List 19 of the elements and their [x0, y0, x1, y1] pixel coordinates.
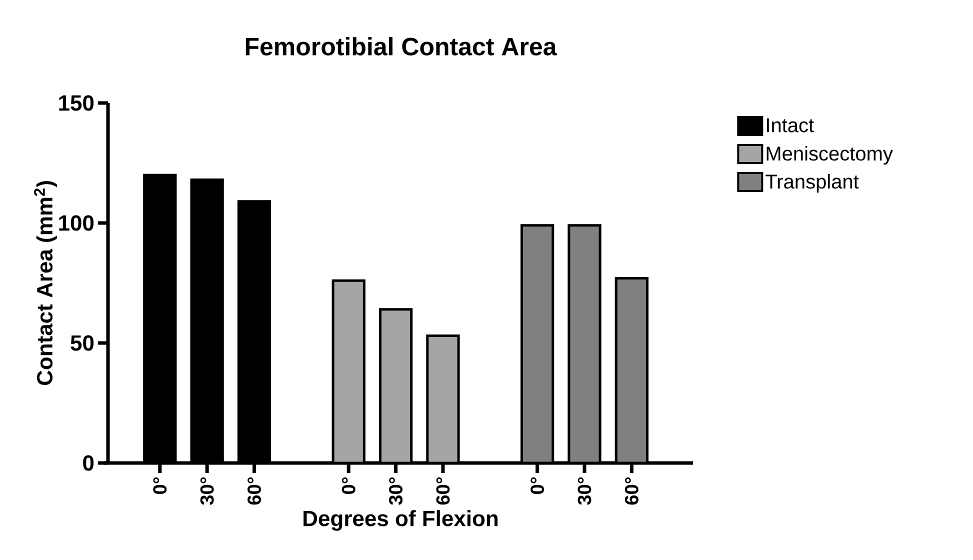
x-tick-label: 60°: [248, 477, 261, 505]
y-tick-label: 0: [83, 455, 94, 471]
x-tick-label: 60°: [436, 477, 450, 505]
y-axis-title: Contact Area (mm$^{2}$): [34, 181, 57, 386]
x-tick-label: 30°: [578, 477, 592, 505]
x-tick-label: 0°: [342, 477, 356, 494]
y-tick-label: 100: [59, 215, 94, 231]
y-tick-label: 150: [59, 95, 94, 111]
x-tick-label: 60°: [624, 477, 638, 505]
legend-label: Intact: [767, 118, 814, 132]
legend-label: Transplant: [766, 174, 859, 193]
x-tick-label: 30°: [389, 477, 403, 505]
y-tick-label: 50: [70, 335, 94, 351]
x-tick-label: 0°: [153, 477, 167, 494]
chart-title: Femorotibial Contact Area: [246, 37, 557, 56]
x-tick-label: 30°: [200, 477, 214, 505]
x-axis-title: Degrees of Flexion: [304, 510, 498, 531]
x-tick-label: 0°: [530, 477, 544, 494]
legend-label: Meniscectomy: [766, 146, 893, 165]
